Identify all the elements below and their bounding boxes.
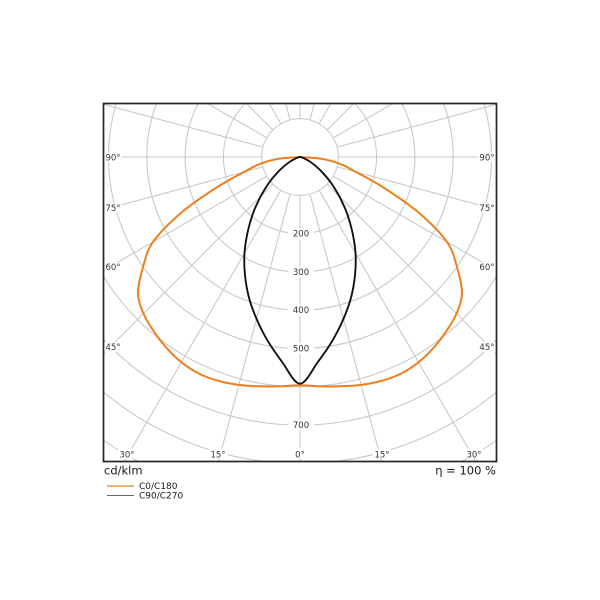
grid-spoke <box>318 189 477 461</box>
grid-spoke <box>326 104 354 131</box>
radial-label-box <box>288 419 314 431</box>
grid-spoke <box>207 104 268 139</box>
grid-spoke <box>336 166 496 211</box>
grid-spoke <box>332 104 393 139</box>
angle-tick-label-bottom: 15° <box>210 451 225 461</box>
angle-tick-label-left: 60° <box>106 263 121 273</box>
grid-spoke <box>309 104 315 121</box>
legend-label-c90-c270: C90/C270 <box>139 492 184 502</box>
legend: C0/C180 C90/C270 <box>107 482 184 502</box>
radial-label-box <box>288 228 314 240</box>
legend-label-c0-c180: C0/C180 <box>139 482 178 492</box>
angle-tick-label-left: 45° <box>106 343 121 353</box>
angle-label-box <box>373 448 391 459</box>
grid-spoke <box>285 104 291 121</box>
angle-label-box <box>465 448 483 459</box>
angle-tick-label-right: 90° <box>479 154 494 164</box>
grid-spoke <box>217 193 291 461</box>
angle-tick-label-right: 60° <box>479 263 494 273</box>
angle-label-box <box>291 448 309 459</box>
angle-tick-label-right: 45° <box>479 343 494 353</box>
angle-tick-label-bottom: 30° <box>466 451 481 461</box>
radial-label-box <box>288 266 314 278</box>
radial-label-box <box>288 304 314 316</box>
radial-tick-label: 200 <box>293 230 309 240</box>
grid-spoke <box>104 175 268 271</box>
radial-tick-label: 400 <box>293 306 309 316</box>
grid-spoke <box>336 104 496 148</box>
grid-spoke <box>104 183 274 354</box>
radial-label-box <box>288 343 314 354</box>
angle-label-box <box>104 262 122 272</box>
angle-tick-label-left: 75° <box>106 204 121 214</box>
grid-spoke <box>123 189 282 461</box>
curve-c90-c270 <box>243 156 357 385</box>
intensity-curves <box>137 156 463 388</box>
grid-spoke <box>326 183 496 354</box>
angle-tick-label-bottom: 30° <box>119 451 134 461</box>
angle-tick-label-right: 75° <box>479 204 494 214</box>
plot-border <box>102 102 498 463</box>
curve-c0-c180 <box>137 156 463 388</box>
axis-tick-labels: 200 300 400 500 700 90° 90° 75° 75° 60° 60° 45° 45° 3… <box>104 152 496 461</box>
grid-spoke <box>332 175 496 271</box>
angle-label-box <box>478 203 496 213</box>
angle-label-box <box>209 448 227 459</box>
radial-tick-label: 700 <box>293 421 309 431</box>
unit-label: cd/klm <box>104 464 143 478</box>
angle-label-box <box>118 448 136 459</box>
angle-tick-label-bottom: 15° <box>374 451 389 461</box>
angle-label-box <box>104 203 122 213</box>
efficiency-label: η = 100 % <box>435 464 496 478</box>
angle-label-box <box>478 152 496 163</box>
angle-label-box <box>478 342 496 352</box>
angle-label-box <box>104 152 122 163</box>
angle-tick-label-bottom: 0° <box>295 451 305 461</box>
angle-tick-label-left: 90° <box>106 154 121 164</box>
radial-tick-label: 300 <box>293 268 309 278</box>
grid-spoke <box>309 193 383 461</box>
radial-tick-label: 500 <box>293 345 309 355</box>
angle-label-box <box>104 342 122 352</box>
grid-spoke <box>104 104 264 148</box>
angle-label-box <box>478 262 496 272</box>
grid-spoke <box>104 166 264 211</box>
grid-spoke <box>246 104 274 131</box>
